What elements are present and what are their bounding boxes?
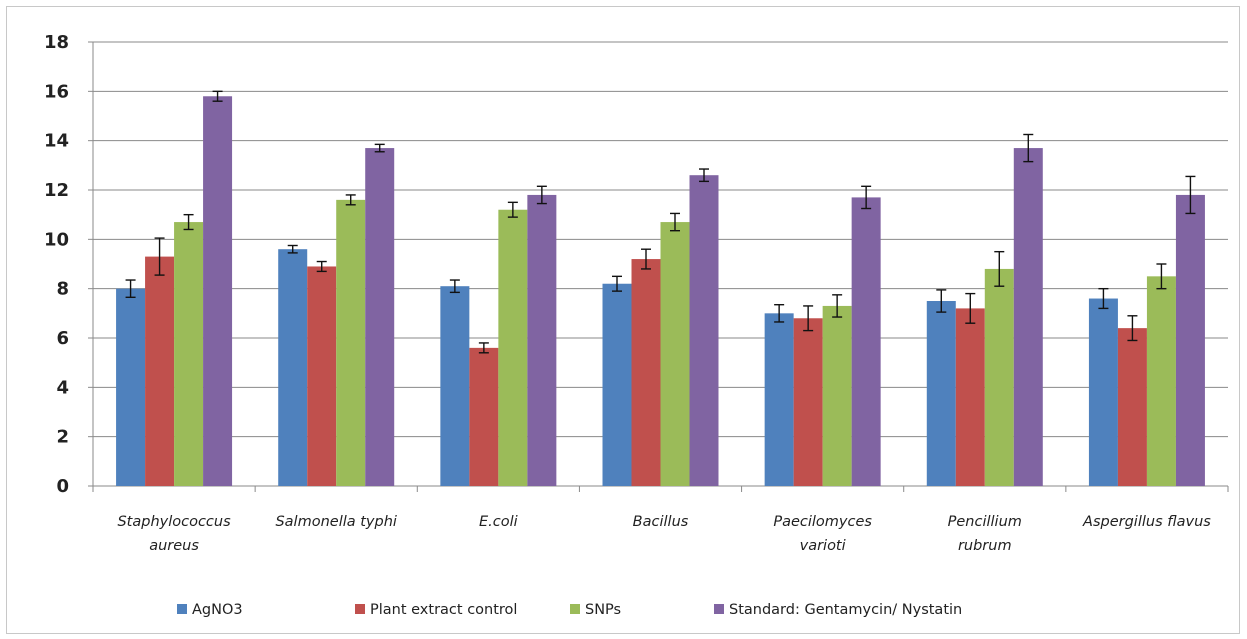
bar [174, 222, 204, 487]
bar [1146, 276, 1176, 486]
x-category-label: Pencillium [948, 514, 1022, 530]
bar [764, 313, 794, 486]
bar [1117, 328, 1147, 486]
bar [278, 249, 308, 486]
x-category-label: Salmonella typhi [275, 514, 396, 530]
bar [498, 209, 528, 486]
bar [822, 305, 852, 486]
bar [203, 96, 233, 487]
y-tick-label: 0 [56, 476, 69, 497]
y-tick-label: 16 [44, 81, 69, 102]
legend-swatch [714, 604, 724, 614]
bar [851, 197, 881, 486]
x-category-label: rubrum [958, 538, 1012, 554]
x-category-label: varioti [800, 538, 846, 554]
bar [926, 301, 956, 486]
bar [689, 175, 719, 486]
y-tick-label: 2 [56, 427, 69, 448]
bar [1013, 148, 1043, 487]
y-tick-label: 4 [56, 377, 69, 398]
y-tick-label: 6 [56, 328, 69, 349]
bar [955, 308, 985, 486]
chart-frame [6, 6, 1240, 634]
bar [527, 194, 557, 486]
bar [145, 256, 175, 486]
bar [336, 199, 366, 486]
legend-label: Plant extract control [370, 602, 517, 618]
bar [1175, 194, 1205, 486]
legend-label: SNPs [585, 602, 621, 618]
bar [365, 148, 395, 487]
legend-swatch [355, 604, 365, 614]
bar [307, 266, 337, 486]
x-category-label: E.coli [479, 514, 518, 530]
bar [1088, 298, 1118, 486]
bar [660, 222, 690, 487]
bar [440, 286, 470, 486]
y-tick-label: 10 [44, 229, 69, 250]
x-category-label: Aspergillus flavus [1082, 514, 1211, 530]
bar [984, 268, 1014, 486]
y-tick-label: 12 [44, 180, 69, 201]
bar [602, 283, 632, 486]
y-tick-label: 18 [44, 32, 69, 53]
y-tick-label: 8 [56, 279, 69, 300]
bar [631, 259, 661, 486]
x-category-label: Staphylococcus [117, 514, 231, 530]
legend-swatch [570, 604, 580, 614]
bar [469, 347, 499, 486]
y-tick-label: 14 [44, 131, 69, 152]
legend-swatch [177, 604, 187, 614]
x-category-label: Paecilomyces [773, 514, 872, 530]
legend-label: Standard: Gentamycin/ Nystatin [729, 602, 962, 618]
x-category-label: Bacillus [633, 514, 689, 530]
bar [116, 288, 146, 486]
legend-label: AgNO3 [192, 602, 243, 618]
bar [793, 318, 823, 486]
x-category-label: aureus [149, 538, 199, 554]
